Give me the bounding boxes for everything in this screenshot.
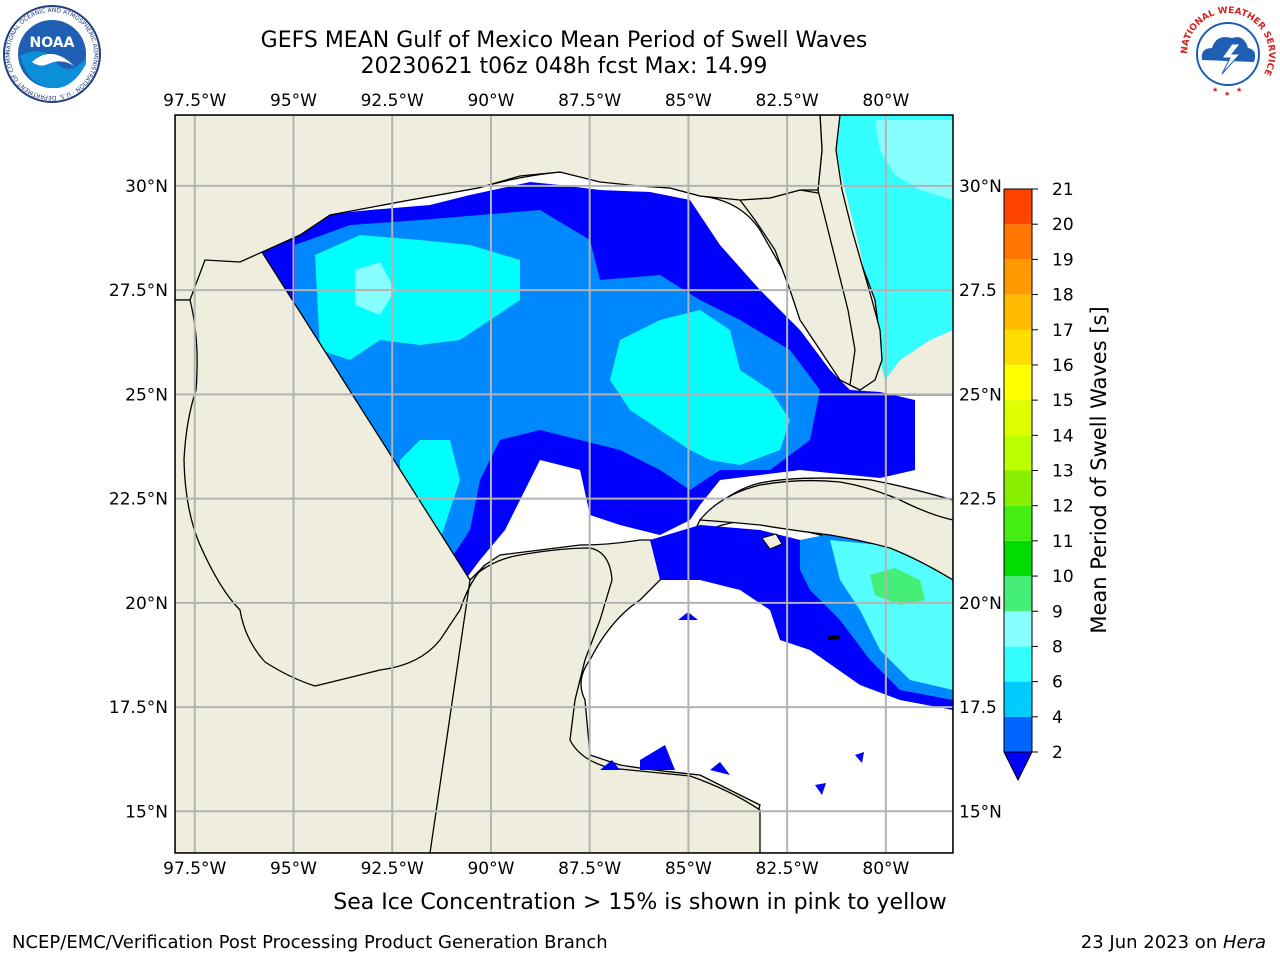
map-title: GEFS MEAN Gulf of Mexico Mean Period of … — [260, 28, 868, 53]
atlantic-swell-high — [875, 120, 953, 200]
colorbar-tick-label: 14 — [1052, 426, 1074, 446]
isle-of-youth — [761, 533, 783, 550]
colorbar-tick-label: 8 — [1052, 637, 1063, 657]
footer-date: 23 Jun 2023 on Hera — [1081, 932, 1266, 953]
lat-label-right: 30°N — [959, 177, 1002, 197]
colorbar-tick-label: 6 — [1052, 673, 1063, 693]
colorbar-tick-label: 19 — [1052, 250, 1074, 270]
swell-region-6s — [315, 235, 520, 360]
colorbar-segment — [1004, 259, 1032, 295]
lon-label-top: 82.5°W — [756, 91, 819, 111]
graticule — [175, 115, 953, 853]
map-panel — [175, 115, 953, 853]
lat-label-left: 25°N — [125, 385, 168, 405]
map-subtitle: 20230621 t06z 048h fcst Max: 14.99 — [360, 54, 768, 79]
mexico-gulf-coast — [175, 299, 486, 853]
colorbar-label: Mean Period of Swell Waves [s] — [1087, 306, 1111, 633]
colorbar-tick-label: 16 — [1052, 356, 1074, 376]
colorbar-segment — [1004, 364, 1032, 401]
swell-region-9s-caribbean — [870, 568, 925, 605]
lat-label-right: 20°N — [959, 594, 1002, 614]
colorbar-tick-label: 13 — [1052, 462, 1074, 482]
colorbar-under-extension — [1003, 751, 1033, 782]
colorbar: 2 4 6 8 9 10 11 12 13 14 15 16 17 18 19 20 21 Mean Period… — [1003, 180, 1111, 782]
lon-label-bottom: 90°W — [467, 859, 514, 879]
colorbar-tick-label: 4 — [1052, 708, 1063, 728]
colorbar-tick-label: 17 — [1052, 321, 1074, 341]
lon-label-bottom: 97.5°W — [163, 859, 226, 879]
lon-label-top: 92.5°W — [361, 91, 424, 111]
lat-label-left: 22.5°N — [109, 490, 168, 510]
lon-label-top: 95°W — [270, 91, 317, 111]
lat-label-right: 22.5 — [959, 490, 997, 510]
lon-label-top: 97.5°W — [163, 91, 226, 111]
colorbar-segment — [1004, 540, 1032, 577]
lon-label-bottom: 92.5°W — [361, 859, 424, 879]
colorbar-segment — [1004, 329, 1032, 365]
lon-label-top: 85°W — [665, 91, 712, 111]
colorbar-segment — [1004, 224, 1032, 260]
sea-ice-caption: Sea Ice Concentration > 15% is shown in … — [333, 890, 947, 915]
lat-label-left: 17.5°N — [109, 698, 168, 718]
noaa-logo-text: NOAA — [30, 35, 75, 51]
colorbar-segment — [1004, 611, 1032, 647]
noaa-logo: NATIONAL OCEANIC AND ATMOSPHERIC ADMINIS… — [2, 4, 101, 103]
lon-label-bottom: 85°W — [665, 859, 712, 879]
florida-east-coast — [817, 115, 883, 391]
colorbar-tick-label: 12 — [1052, 497, 1074, 517]
lon-label-bottom: 87.5°W — [558, 859, 621, 879]
colorbar-tick-label: 21 — [1052, 180, 1074, 200]
lat-label-left: 20°N — [125, 594, 168, 614]
swell-region-6s-caribbean — [830, 540, 953, 690]
colorbar-segment — [1004, 576, 1032, 612]
svg-text:★: ★ — [1212, 86, 1218, 94]
lat-label-right: 17.5 — [959, 698, 997, 718]
svg-text:★: ★ — [1236, 86, 1242, 94]
footer-date-text: 23 Jun 2023 on — [1080, 932, 1223, 953]
colorbar-segment — [1004, 470, 1032, 506]
axis-tick-labels: 97.5°W 97.5°W 95°W 95°W 92.5°W 92.5°W 90°W 90°W… — [109, 91, 1002, 879]
lat-label-left: 30°N — [125, 177, 168, 197]
colorbar-segment — [1004, 435, 1032, 471]
lat-label-right: 15°N — [959, 802, 1002, 822]
lon-label-top: 80°W — [862, 91, 909, 111]
lon-label-bottom: 80°W — [862, 859, 909, 879]
footer-credit: NCEP/EMC/Verification Post Processing Pr… — [12, 932, 608, 953]
cayman-islands — [828, 635, 840, 640]
colorbar-tick-label: 2 — [1052, 743, 1063, 763]
colorbar-segment — [1004, 681, 1032, 717]
colorbar-tick-label: 9 — [1052, 602, 1063, 622]
lat-label-left: 27.5°N — [109, 281, 168, 301]
colorbar-tick-label: 10 — [1052, 567, 1074, 587]
swan-islands-cays — [600, 745, 730, 775]
svg-text:★: ★ — [1224, 90, 1230, 98]
colorbar-tick-label: 15 — [1052, 391, 1074, 411]
colorbar-segment — [1004, 189, 1032, 225]
colorbar-segment — [1004, 646, 1032, 682]
lat-label-right: 27.5 — [959, 281, 997, 301]
lon-label-bottom: 82.5°W — [756, 859, 819, 879]
colorbar-tick-label: 11 — [1052, 532, 1074, 552]
colorbar-tick-label: 18 — [1052, 286, 1074, 306]
colorbar-segment — [1004, 400, 1032, 436]
lon-label-bottom: 95°W — [270, 859, 317, 879]
lon-label-top: 87.5°W — [558, 91, 621, 111]
lon-label-top: 90°W — [467, 91, 514, 111]
lat-label-right: 25°N — [959, 385, 1002, 405]
nws-logo: NATIONAL WEATHER SERVICE ★ ★ ★ — [1180, 6, 1276, 102]
map-frame — [174, 114, 954, 854]
colorbar-tick-label: 20 — [1052, 215, 1074, 235]
colorbar-segment — [1004, 294, 1032, 330]
lat-label-left: 15°N — [125, 802, 168, 822]
swell-region-8s — [355, 262, 395, 315]
colorbar-segment — [1004, 505, 1032, 541]
swell-region-6s-center — [610, 310, 790, 465]
us-gulf-coast — [175, 115, 823, 301]
footer-host: Hera — [1222, 932, 1266, 953]
cuba — [698, 479, 953, 581]
colorbar-segment — [1004, 716, 1032, 752]
